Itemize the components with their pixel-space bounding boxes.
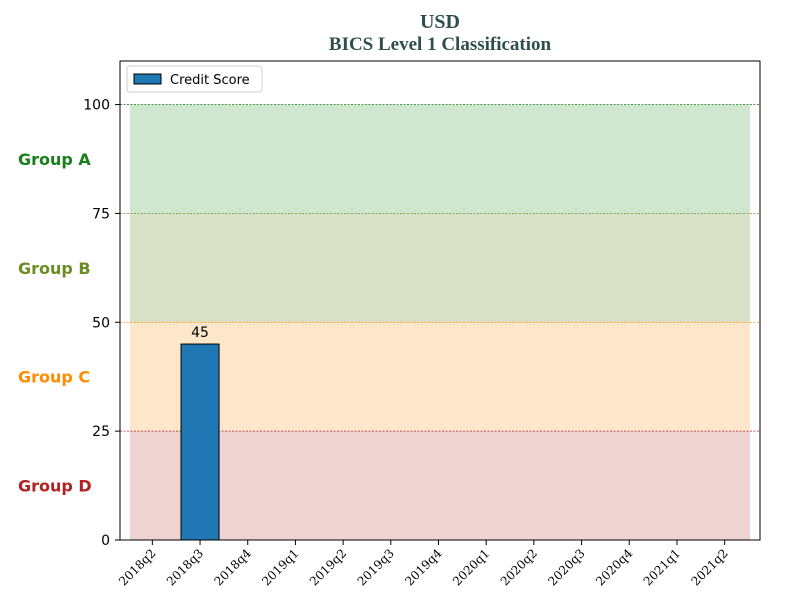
legend-swatch — [133, 73, 162, 85]
plot-frame — [119, 60, 761, 541]
x-tick-label: 2020q1 — [450, 546, 492, 588]
bar-2018q3 — [180, 343, 220, 541]
y-tick-label: 100 — [83, 98, 110, 114]
group-label: Group C — [18, 368, 90, 387]
band-group-c — [130, 322, 750, 432]
legend-label: Credit Score — [170, 73, 250, 88]
y-tick-label: 0 — [101, 533, 110, 549]
chart-title-line2: BICS Level 1 Classification — [328, 34, 552, 55]
group-label: Group D — [18, 477, 92, 496]
x-tick-label: 2019q4 — [402, 546, 445, 589]
x-tick-label: 2018q2 — [116, 546, 158, 588]
x-tick-label: 2018q3 — [164, 546, 206, 588]
y-tick-label: 75 — [92, 206, 110, 222]
group-label: Group A — [18, 150, 91, 169]
x-tick-label: 2021q2 — [688, 546, 730, 588]
group-label: Group B — [18, 259, 91, 278]
band-group-b — [130, 213, 750, 323]
data-label: 45 — [191, 325, 209, 341]
legend-box — [126, 65, 263, 93]
y-tick-label: 50 — [92, 315, 110, 331]
x-tick-label: 2019q1 — [259, 546, 301, 588]
x-tick-label: 2021q1 — [641, 546, 683, 588]
x-tick-label: 2020q4 — [593, 546, 636, 589]
chart-title: USD BICS Level 1 Classification — [0, 10, 800, 56]
x-tick-label: 2019q3 — [355, 546, 397, 588]
chart-title-line1: USD — [419, 11, 460, 33]
y-tick-label: 25 — [92, 424, 110, 440]
x-tick-label: 2018q4 — [212, 546, 255, 589]
band-group-a — [130, 104, 750, 214]
x-tick-label: 2019q2 — [307, 546, 349, 588]
band-group-d — [130, 431, 750, 540]
x-tick-label: 2020q2 — [498, 546, 540, 588]
x-tick-label: 2020q3 — [545, 546, 587, 588]
